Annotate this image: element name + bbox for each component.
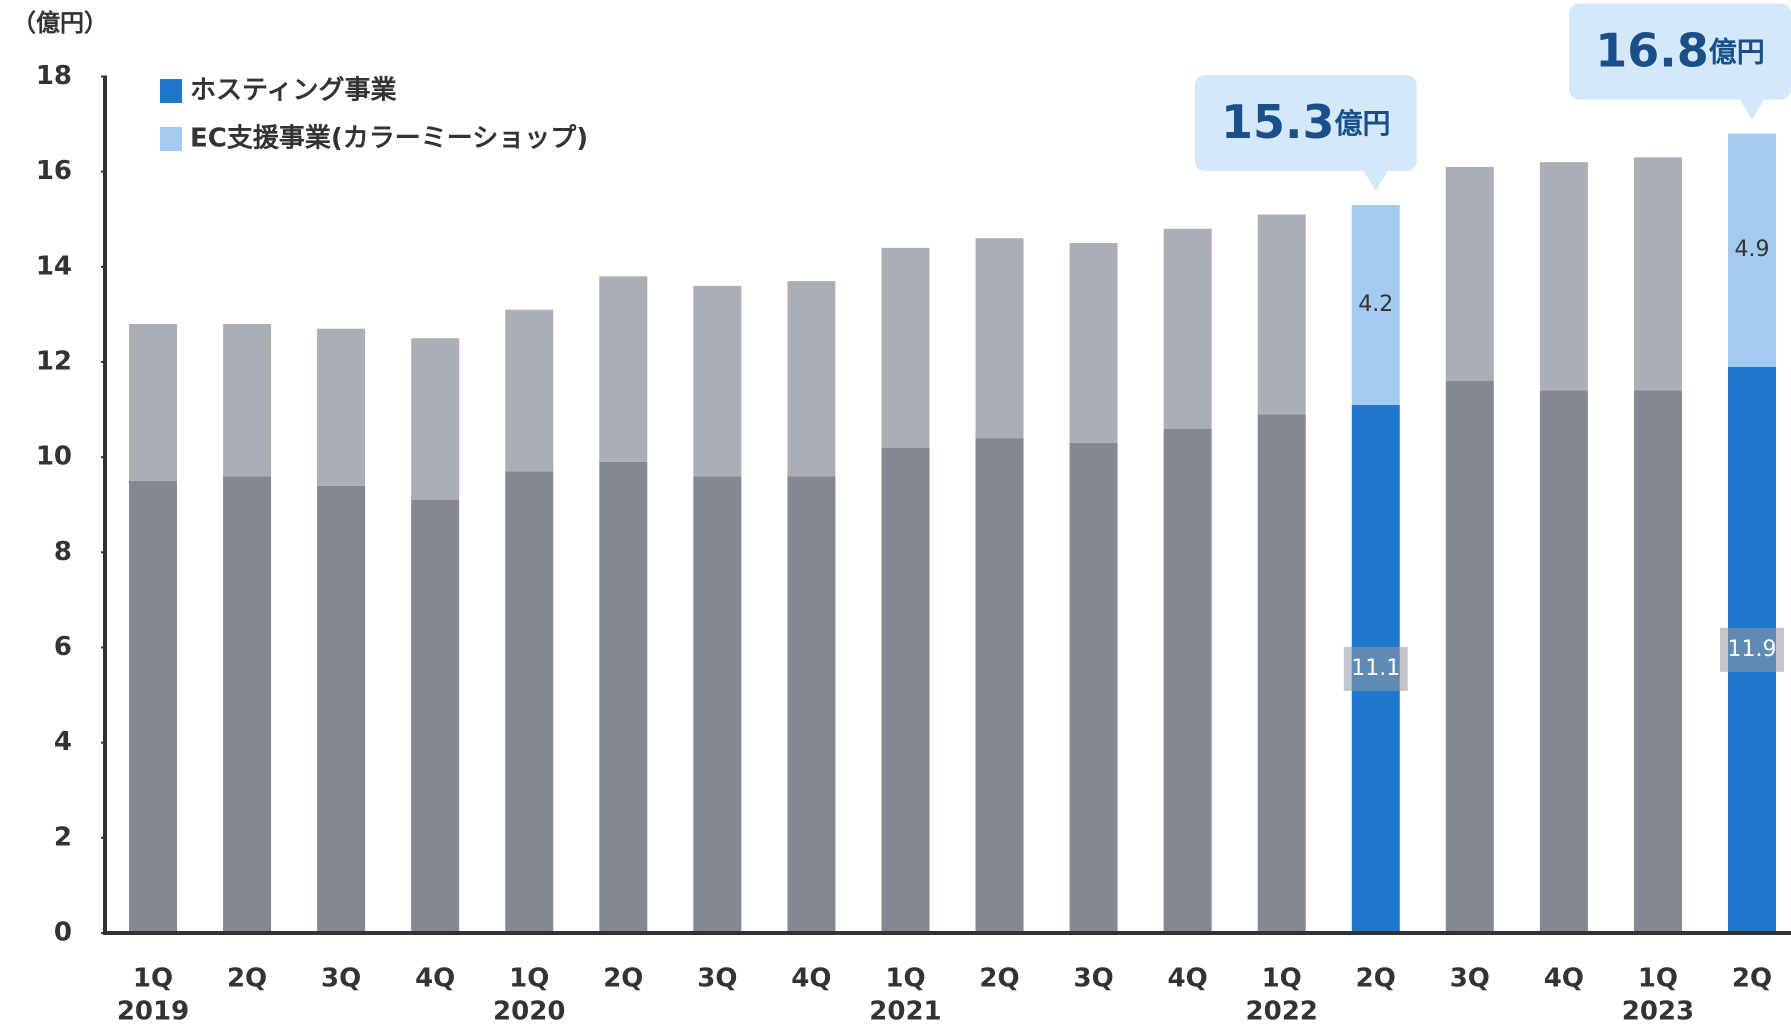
callout-total: 16.8 — [1595, 23, 1709, 77]
bar-segment — [223, 323, 272, 477]
callout-box — [1569, 3, 1791, 100]
value-label-box — [1343, 646, 1408, 691]
x-tick-label: 3Q — [1450, 964, 1490, 994]
bar-segment — [1069, 243, 1118, 443]
y-tick-label: 18 — [36, 61, 72, 91]
bar-segment — [129, 323, 177, 481]
legend-label: ホスティング事業 — [190, 76, 396, 106]
x-tick-label: 4Q — [1168, 964, 1208, 994]
callout-pointer — [1740, 99, 1764, 120]
bar-segment — [1069, 442, 1118, 933]
value-label-box — [1720, 627, 1784, 672]
x-tick-label: 2Q — [603, 964, 643, 994]
x-tick-label: 2Q — [979, 964, 1019, 994]
bar-segment — [1728, 133, 1776, 367]
bar-segment — [787, 476, 836, 933]
value-label: 11.9 — [1728, 637, 1777, 662]
y-tick-label: 12 — [36, 347, 72, 377]
x-tick-label: 2Q — [227, 964, 267, 994]
bar-segment — [881, 247, 930, 448]
bar-segment — [1163, 228, 1212, 429]
bar-segment — [975, 238, 1024, 439]
callout-unit: 億円 — [1709, 36, 1765, 69]
x-group-label: 2020 — [493, 997, 565, 1026]
y-tick-label: 2 — [54, 822, 72, 852]
unit-label: （億円） — [12, 9, 108, 37]
value-label: 4.9 — [1735, 237, 1770, 262]
x-tick-label: 2Q — [1732, 964, 1772, 994]
bar-segment — [1257, 214, 1306, 415]
bar-segment — [1163, 428, 1212, 933]
x-tick-label: 3Q — [697, 964, 737, 994]
x-group-label: 2019 — [117, 997, 189, 1026]
x-group-label: 2021 — [869, 997, 941, 1026]
bar-segment — [317, 328, 366, 486]
bar-segment — [223, 476, 272, 933]
bar-segment — [1633, 157, 1682, 391]
legend-label: EC支援事業(カラーミーショップ) — [190, 124, 588, 154]
bar-segment — [1445, 381, 1494, 933]
callout-pointer — [1363, 170, 1388, 191]
bar-segment — [129, 480, 177, 933]
x-tick-label: 1Q — [509, 964, 549, 994]
bar-segment — [599, 276, 648, 462]
x-group-label: 2023 — [1622, 997, 1694, 1026]
bar-segment — [693, 285, 742, 477]
x-tick-label: 1Q — [885, 964, 925, 994]
bar-segment — [505, 471, 554, 933]
y-tick-label: 4 — [54, 727, 72, 757]
legend-swatch — [160, 79, 182, 103]
bar-segment — [975, 438, 1024, 933]
bar-segment — [881, 447, 930, 933]
x-tick-label: 1Q — [1262, 964, 1302, 994]
bar-segment — [317, 485, 366, 933]
y-tick-label: 16 — [36, 156, 72, 186]
bar-segment — [411, 338, 460, 500]
bar-segment — [693, 476, 742, 933]
y-tick-label: 0 — [54, 918, 72, 948]
x-tick-label: 3Q — [1073, 964, 1113, 994]
callout-text: 16.8億円 — [1595, 23, 1765, 77]
x-tick-label: 4Q — [1544, 964, 1584, 994]
y-tick-label: 10 — [36, 442, 72, 472]
x-tick-label: 4Q — [415, 964, 455, 994]
y-tick-label: 14 — [36, 251, 72, 281]
callout-text: 15.3億円 — [1221, 94, 1391, 148]
bar-segment — [411, 499, 460, 933]
bar-segment — [1539, 162, 1588, 391]
callout-box — [1194, 74, 1417, 171]
bar-segment — [505, 309, 554, 472]
value-label: 11.1 — [1351, 656, 1400, 681]
bar-segment — [1633, 390, 1682, 933]
value-label: 4.2 — [1358, 292, 1393, 317]
callout-unit: 億円 — [1335, 107, 1391, 140]
x-tick-label: 1Q — [133, 964, 173, 994]
x-tick-label: 4Q — [791, 964, 831, 994]
x-tick-label: 3Q — [321, 964, 361, 994]
bar-segment — [1351, 204, 1400, 405]
x-tick-label: 1Q — [1638, 964, 1678, 994]
legend-swatch — [160, 127, 182, 151]
bar-segment — [1257, 414, 1306, 933]
y-tick-label: 8 — [54, 537, 72, 567]
bar-segment — [787, 281, 836, 477]
bar-segment — [599, 461, 648, 933]
y-tick-label: 6 — [54, 632, 72, 662]
x-group-label: 2022 — [1246, 997, 1318, 1026]
callout-total: 15.3 — [1221, 94, 1335, 148]
bar-segment — [1539, 390, 1588, 933]
x-tick-label: 2Q — [1356, 964, 1396, 994]
bar-segment — [1445, 166, 1494, 382]
